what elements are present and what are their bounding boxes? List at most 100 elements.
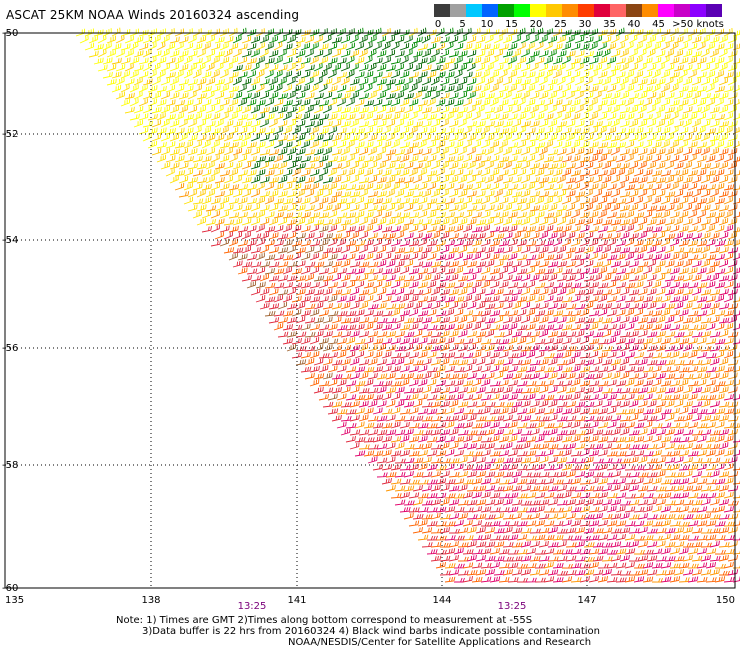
wind-barb bbox=[727, 401, 739, 408]
wind-barb bbox=[637, 415, 649, 422]
wind-barb bbox=[543, 196, 554, 205]
wind-barb bbox=[484, 387, 496, 394]
wind-barb bbox=[700, 147, 710, 156]
wind-barb bbox=[457, 330, 468, 338]
wind-barb bbox=[723, 394, 734, 401]
wind-barb bbox=[277, 217, 288, 226]
wind-barb bbox=[601, 233, 613, 240]
wind-barb bbox=[318, 212, 330, 219]
wind-barb bbox=[354, 141, 365, 149]
wind-barb bbox=[147, 113, 158, 121]
wind-barb bbox=[525, 295, 536, 303]
wind-barb bbox=[561, 563, 573, 569]
wind-barb bbox=[466, 147, 476, 156]
wind-barb bbox=[273, 154, 283, 163]
wind-barb bbox=[457, 484, 468, 492]
wind-barb bbox=[556, 430, 568, 436]
wind-barb bbox=[286, 275, 298, 282]
wind-barb bbox=[381, 324, 393, 331]
wind-barb bbox=[651, 296, 663, 303]
wind-barb bbox=[196, 217, 207, 226]
wind-barb bbox=[633, 465, 645, 471]
wind-barb bbox=[619, 428, 630, 436]
wind-barb bbox=[628, 400, 639, 408]
wind-barb bbox=[624, 479, 636, 485]
wind-barb bbox=[372, 435, 383, 443]
pass-time-label: 13:25 bbox=[238, 601, 267, 612]
wind-barb bbox=[615, 323, 626, 331]
wind-barb bbox=[691, 541, 703, 548]
wind-barb bbox=[552, 183, 563, 191]
wind-barb bbox=[462, 352, 474, 359]
wind-barb bbox=[367, 344, 378, 352]
wind-barb bbox=[700, 330, 711, 338]
wind-barb bbox=[714, 282, 725, 289]
wind-barb bbox=[552, 57, 563, 65]
wind-barb bbox=[462, 71, 473, 79]
wind-barb bbox=[304, 92, 315, 100]
wind-barb bbox=[664, 233, 676, 240]
wind-barb bbox=[394, 247, 406, 254]
wind-barb bbox=[304, 273, 314, 282]
wind-barb bbox=[529, 456, 540, 464]
wind-barb bbox=[408, 252, 419, 261]
wind-barb bbox=[610, 175, 620, 184]
wind-barb bbox=[588, 252, 598, 261]
wind-barb bbox=[664, 36, 675, 44]
wind-barb bbox=[534, 492, 546, 499]
wind-barb bbox=[633, 212, 645, 219]
wind-barb bbox=[408, 27, 418, 37]
wind-barb bbox=[480, 576, 492, 583]
wind-barb bbox=[705, 323, 716, 331]
wind-barb bbox=[471, 252, 482, 261]
wind-barb bbox=[619, 148, 630, 156]
wind-barb bbox=[484, 246, 495, 254]
wind-barb bbox=[453, 252, 463, 261]
wind-barb bbox=[493, 203, 504, 212]
wind-barb bbox=[223, 204, 234, 212]
wind-barb bbox=[84, 42, 95, 51]
wind-barb bbox=[421, 34, 431, 44]
wind-barb bbox=[381, 365, 392, 373]
wind-barb bbox=[138, 127, 149, 135]
wind-barb bbox=[705, 421, 716, 429]
wind-barb bbox=[547, 456, 558, 464]
wind-barb bbox=[268, 118, 278, 128]
wind-barb bbox=[673, 105, 683, 114]
wind-barb bbox=[516, 521, 528, 527]
wind-barb bbox=[583, 443, 595, 450]
wind-barb bbox=[565, 218, 576, 226]
wind-barb bbox=[475, 120, 486, 128]
wind-barb bbox=[615, 422, 627, 429]
wind-barb bbox=[381, 252, 392, 261]
wind-barb bbox=[196, 49, 206, 58]
wind-barb bbox=[651, 477, 662, 485]
wind-barb bbox=[718, 498, 729, 506]
wind-barb bbox=[444, 85, 455, 93]
wind-barb bbox=[709, 135, 720, 142]
wind-barb bbox=[264, 268, 275, 275]
wind-barb bbox=[381, 197, 392, 205]
wind-barb bbox=[313, 261, 325, 268]
wind-barb bbox=[462, 394, 474, 401]
wind-barb bbox=[354, 350, 365, 359]
wind-barb bbox=[448, 204, 459, 212]
wind-barb bbox=[628, 359, 640, 366]
wind-barb bbox=[385, 303, 397, 310]
wind-barb bbox=[592, 148, 603, 156]
wind-barb bbox=[300, 99, 311, 107]
wind-barb bbox=[421, 542, 433, 548]
wind-barb bbox=[394, 106, 405, 114]
wind-barb bbox=[660, 98, 671, 107]
wind-barb bbox=[169, 92, 180, 100]
wind-barb bbox=[454, 577, 465, 583]
wind-barb bbox=[579, 380, 591, 387]
wind-barb bbox=[444, 71, 455, 79]
wind-barb bbox=[246, 113, 257, 121]
wind-barb bbox=[390, 450, 402, 457]
wind-barb bbox=[525, 112, 535, 121]
wind-barb bbox=[183, 28, 193, 37]
wind-barb bbox=[169, 119, 180, 128]
wind-barb bbox=[390, 169, 401, 177]
wind-barb bbox=[277, 77, 287, 86]
